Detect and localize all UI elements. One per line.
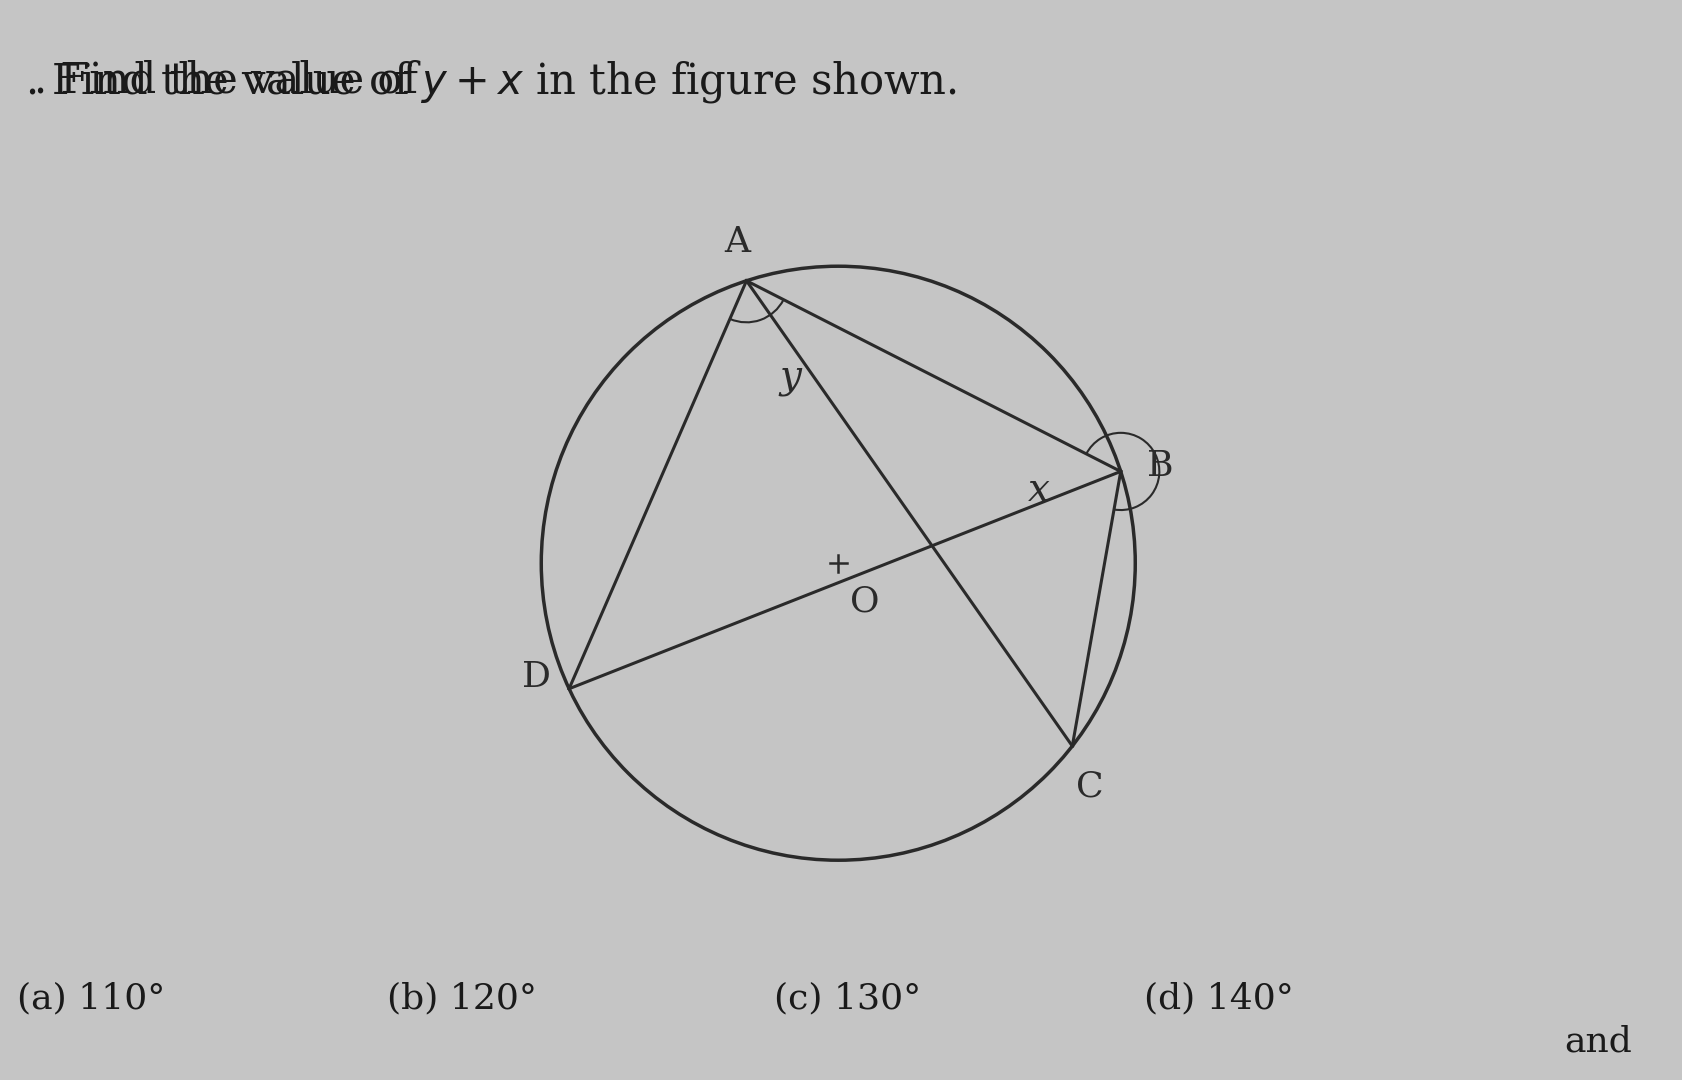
Text: C: C: [1076, 770, 1103, 804]
Text: D: D: [523, 660, 552, 693]
Text: A: A: [723, 226, 750, 259]
Text: (b) 120°: (b) 120°: [387, 982, 537, 1015]
Text: (d) 140°: (d) 140°: [1144, 982, 1293, 1015]
Text: . Find the value of $y + x$ in the figure shown.: . Find the value of $y + x$ in the figur…: [25, 59, 957, 106]
Text: . Find the value of: . Find the value of: [34, 59, 431, 102]
Text: and: and: [1564, 1025, 1632, 1058]
Text: (a) 110°: (a) 110°: [17, 982, 165, 1015]
Text: y: y: [779, 359, 801, 396]
Text: x: x: [1028, 472, 1050, 509]
Text: O: O: [849, 584, 880, 619]
Text: B: B: [1147, 448, 1174, 483]
Text: (c) 130°: (c) 130°: [774, 982, 922, 1015]
